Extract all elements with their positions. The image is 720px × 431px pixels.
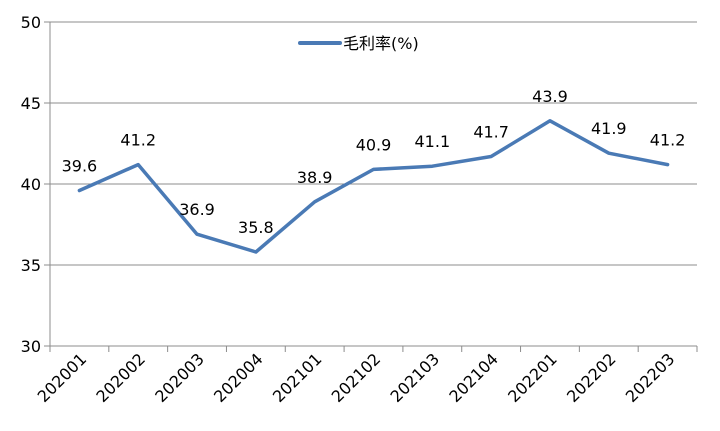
series-lines	[77, 119, 670, 254]
data-label-202102: 40.9	[356, 135, 392, 154]
data-label-202104: 41.7	[473, 122, 509, 141]
y-tick-label-30: 30	[21, 337, 41, 356]
x-tick-label-202003: 202003	[151, 349, 208, 406]
x-tick-label-202202: 202202	[563, 349, 620, 406]
axes	[44, 21, 698, 352]
data-label-202203: 41.2	[650, 131, 686, 150]
x-tick-label-202004: 202004	[210, 349, 267, 406]
data-label-202201: 43.9	[532, 87, 568, 106]
data-label-202101: 38.9	[297, 168, 333, 187]
x-tick-label-202101: 202101	[269, 349, 326, 406]
y-tick-label-45: 45	[21, 94, 41, 113]
x-tick-label-202203: 202203	[622, 349, 679, 406]
x-tick-label-202201: 202201	[504, 349, 561, 406]
data-label-202003: 36.9	[179, 200, 215, 219]
legend: 毛利率(%)	[298, 34, 419, 53]
x-tick-label-202104: 202104	[445, 349, 502, 406]
legend-label: 毛利率(%)	[343, 34, 419, 53]
data-label-202001: 39.6	[62, 156, 98, 175]
data-label-202202: 41.9	[591, 119, 627, 138]
data-label-202103: 41.1	[415, 132, 451, 151]
data-labels: 39.6 41.2 36.9 35.8 38.9 40.9 41.1 41.7 43.9 41.9…	[62, 87, 686, 237]
x-tick-label-202001: 202001	[34, 349, 91, 406]
data-label-202004: 35.8	[238, 218, 274, 237]
data-label-202002: 41.2	[120, 131, 156, 150]
x-tick-label-202102: 202102	[328, 349, 385, 406]
x-tick-label-202002: 202002	[92, 349, 149, 406]
grid-lines	[50, 21, 697, 347]
y-tick-labels: 30 35 40 45 50	[21, 13, 41, 356]
y-tick-label-50: 50	[21, 13, 41, 32]
x-tick-labels: 202001 202002 202003 202004 202101 202102 2021…	[34, 349, 679, 406]
y-tick-label-40: 40	[21, 175, 41, 194]
y-tick-label-35: 35	[21, 256, 41, 275]
x-tick-label-202103: 202103	[387, 349, 444, 406]
